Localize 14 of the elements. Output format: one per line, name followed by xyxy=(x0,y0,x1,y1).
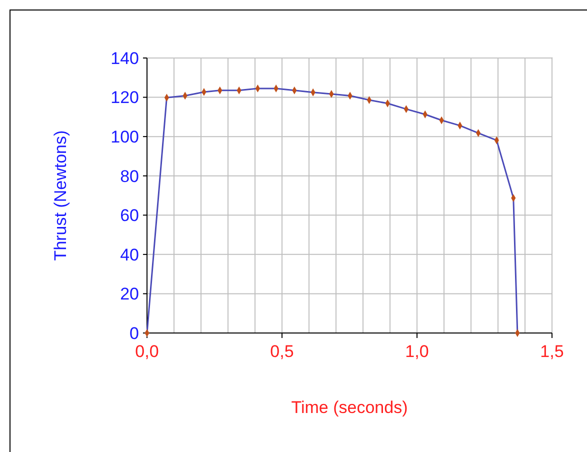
x-tick-label: 0,0 xyxy=(135,342,159,361)
y-tick-label: 80 xyxy=(120,166,139,186)
x-tick-label: 1,0 xyxy=(405,342,429,361)
y-tick-label: 60 xyxy=(120,206,139,226)
y-tick-label: 20 xyxy=(120,284,139,304)
y-axis-title: Thrust (Newtons) xyxy=(51,130,70,261)
y-tick-label: 140 xyxy=(110,48,139,68)
y-tick-label: 100 xyxy=(110,128,139,147)
y-tick-label: 40 xyxy=(120,245,139,264)
x-tick-label: 1,5 xyxy=(540,342,564,361)
x-tick-label: 0,5 xyxy=(270,342,294,361)
x-axis-title: Time (seconds) xyxy=(291,398,408,417)
y-tick-label: 0 xyxy=(130,324,139,343)
y-tick-label: 120 xyxy=(110,88,139,108)
